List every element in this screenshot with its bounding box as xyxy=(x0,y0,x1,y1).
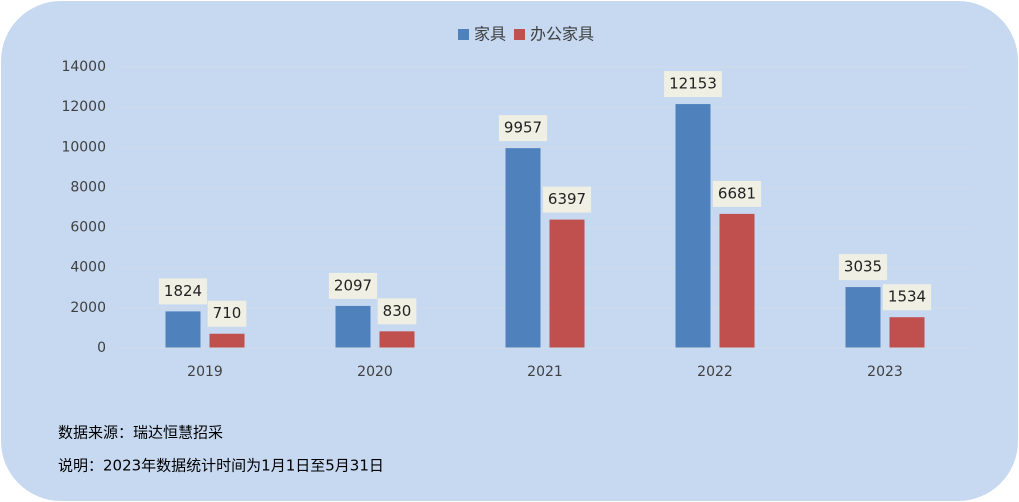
data-label-box xyxy=(377,298,417,325)
data-label-box xyxy=(838,254,888,281)
data-label-box xyxy=(207,300,247,327)
x-tick-label: 2020 xyxy=(357,364,393,380)
y-tick-label: 6000 xyxy=(70,220,106,236)
data-label-box xyxy=(542,186,592,213)
x-tick-label: 2023 xyxy=(867,364,903,380)
data-label: 6681 xyxy=(718,184,756,202)
data-label: 6397 xyxy=(548,190,586,208)
bar xyxy=(549,219,585,348)
data-label-box xyxy=(498,115,548,142)
y-tick-label: 4000 xyxy=(70,260,106,276)
data-label: 1534 xyxy=(888,288,926,306)
bar xyxy=(675,104,711,348)
y-tick-label: 10000 xyxy=(61,139,106,155)
data-label: 1824 xyxy=(164,282,202,300)
source-note: 数据来源：瑞达恒慧招采 xyxy=(58,424,223,442)
bar xyxy=(889,317,925,348)
bar xyxy=(845,287,881,348)
bar xyxy=(335,305,371,348)
bar xyxy=(379,331,415,348)
legend-label: 家具 xyxy=(474,25,506,44)
bar xyxy=(209,333,245,348)
x-tick-label: 2022 xyxy=(697,364,733,380)
x-tick-label: 2021 xyxy=(527,364,563,380)
y-tick-label: 12000 xyxy=(61,99,106,115)
legend-label: 办公家具 xyxy=(530,25,594,44)
data-label: 3035 xyxy=(844,258,882,276)
data-label: 830 xyxy=(383,302,412,320)
data-label: 12153 xyxy=(669,75,717,93)
footnote: 说明：2023年数据统计时间为1月1日至5月31日 xyxy=(58,457,384,475)
bar xyxy=(165,311,201,348)
y-tick-label: 0 xyxy=(97,340,106,356)
data-label: 2097 xyxy=(334,276,372,294)
y-tick-label: 8000 xyxy=(70,179,106,195)
y-tick-label: 14000 xyxy=(61,59,106,75)
bar xyxy=(719,213,755,348)
legend-swatch xyxy=(514,29,526,40)
data-label-box xyxy=(328,272,378,299)
bar xyxy=(505,148,541,348)
data-label: 9957 xyxy=(504,119,542,137)
x-tick-label: 2019 xyxy=(187,364,223,380)
data-label-box xyxy=(158,278,208,305)
data-label-box xyxy=(664,71,722,98)
data-label-box xyxy=(712,180,762,207)
data-label: 710 xyxy=(213,304,242,322)
legend-swatch xyxy=(458,29,469,40)
y-tick-label: 2000 xyxy=(70,300,106,316)
data-label-box xyxy=(882,284,932,311)
